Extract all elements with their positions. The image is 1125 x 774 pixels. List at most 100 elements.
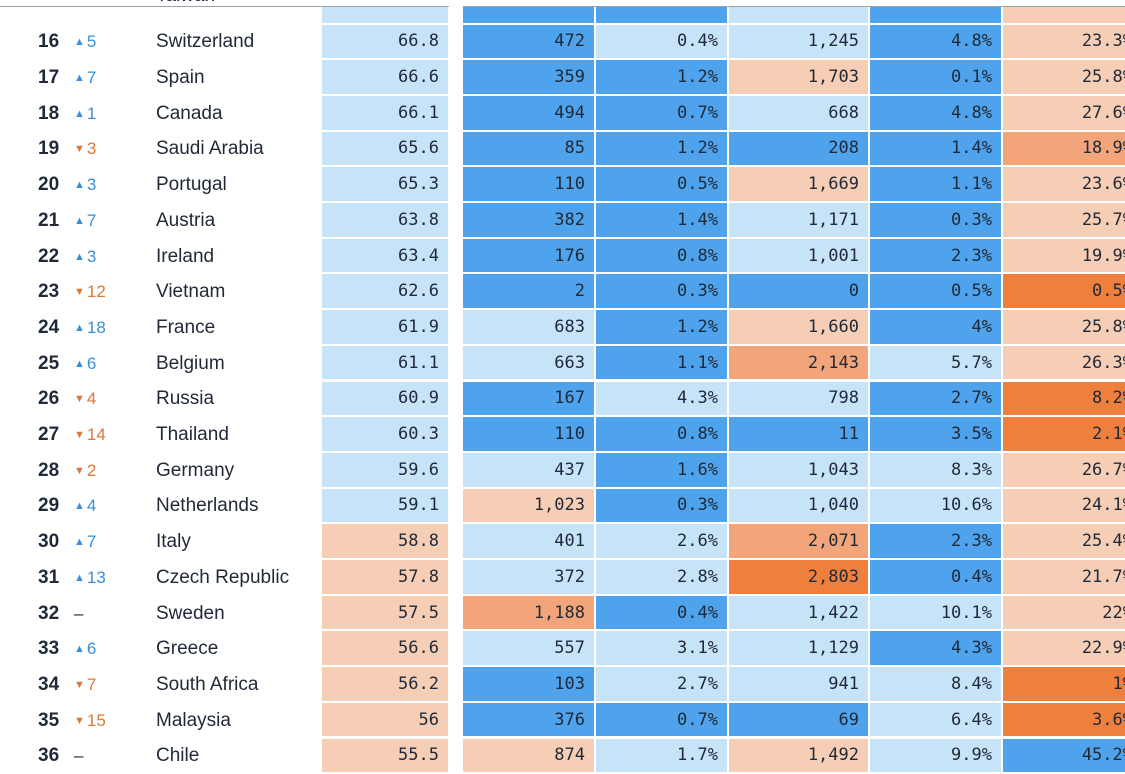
positive-cell: 10.6% bbox=[870, 489, 1001, 523]
cases-cell: 359 bbox=[463, 60, 594, 94]
score-cell: 55.5 bbox=[322, 739, 448, 773]
score-cell: 57.8 bbox=[322, 560, 448, 594]
rank-change-value: 18 bbox=[87, 318, 106, 338]
positive-cell: 8.4% bbox=[870, 667, 1001, 701]
deaths-cell: 1,171 bbox=[729, 203, 868, 237]
cases-cell: 874 bbox=[463, 739, 594, 773]
cfr-cell: 1.2% bbox=[596, 132, 727, 166]
country-cell: Italy bbox=[156, 524, 316, 560]
positive-cell: 0.4% bbox=[870, 560, 1001, 594]
rank-cell: 30 bbox=[38, 524, 68, 560]
deaths-cell: 208 bbox=[729, 132, 868, 166]
triangle-up-icon: ▲ bbox=[74, 358, 85, 370]
rank-change-cell: ▲5 bbox=[74, 25, 134, 61]
vax-cell: 23.6% bbox=[1003, 167, 1125, 201]
score-cell: 65.3 bbox=[322, 167, 448, 201]
cfr-cell: 2.8% bbox=[596, 560, 727, 594]
rank-change-cell: ▲7 bbox=[74, 203, 134, 239]
rank-change-cell: ▼7 bbox=[74, 667, 134, 703]
deaths-cell: 941 bbox=[729, 667, 868, 701]
vax-cell: 27.6% bbox=[1003, 96, 1125, 130]
rank-change-value: 12 bbox=[87, 282, 106, 302]
score-cell: 65.6 bbox=[322, 132, 448, 166]
country-cell: Czech Republic bbox=[156, 560, 316, 596]
rank-cell: 29 bbox=[38, 489, 68, 525]
score-cell: 56 bbox=[322, 703, 448, 737]
rank-change-value: 4 bbox=[87, 389, 96, 409]
triangle-up-icon: ▲ bbox=[74, 251, 85, 263]
deaths-cell: 1,129 bbox=[729, 631, 868, 665]
positive-cell: 6.4% bbox=[870, 703, 1001, 737]
vax-cell: 25.8% bbox=[1003, 60, 1125, 94]
score-cell: 60.3 bbox=[322, 417, 448, 451]
cases-cell: 1,188 bbox=[463, 596, 594, 630]
partial-row-cell-score bbox=[322, 7, 448, 23]
positive-cell: 3.5% bbox=[870, 417, 1001, 451]
triangle-up-icon: ▲ bbox=[74, 572, 85, 584]
deaths-cell: 668 bbox=[729, 96, 868, 130]
partial-row-cell-positive bbox=[870, 7, 1001, 23]
rank-change-value: 15 bbox=[87, 711, 106, 731]
cfr-cell: 0.4% bbox=[596, 596, 727, 630]
deaths-cell: 0 bbox=[729, 274, 868, 308]
rank-change-cell: ▲6 bbox=[74, 631, 134, 667]
deaths-cell: 1,703 bbox=[729, 60, 868, 94]
cases-cell: 437 bbox=[463, 453, 594, 487]
rank-cell: 16 bbox=[38, 25, 68, 61]
vax-cell: 23.3% bbox=[1003, 25, 1125, 59]
cases-cell: 557 bbox=[463, 631, 594, 665]
rank-cell: 28 bbox=[38, 453, 68, 489]
cfr-cell: 1.2% bbox=[596, 60, 727, 94]
deaths-cell: 2,071 bbox=[729, 524, 868, 558]
deaths-cell: 1,422 bbox=[729, 596, 868, 630]
triangle-down-icon: ▼ bbox=[74, 429, 85, 441]
score-cell: 66.8 bbox=[322, 25, 448, 59]
vax-cell: 25.4% bbox=[1003, 524, 1125, 558]
rank-change-cell: – bbox=[74, 596, 134, 632]
rank-cell: 27 bbox=[38, 417, 68, 453]
country-cell: Spain bbox=[156, 60, 316, 96]
rank-change-cell: ▲7 bbox=[74, 60, 134, 96]
deaths-cell: 1,660 bbox=[729, 310, 868, 344]
cases-cell: 401 bbox=[463, 524, 594, 558]
positive-cell: 4.8% bbox=[870, 96, 1001, 130]
rank-change-cell: ▲6 bbox=[74, 346, 134, 382]
score-cell: 59.6 bbox=[322, 453, 448, 487]
rank-change-cell: ▼2 bbox=[74, 453, 134, 489]
rank-cell: 22 bbox=[38, 239, 68, 275]
rank-change-cell: ▲13 bbox=[74, 560, 134, 596]
triangle-down-icon: ▼ bbox=[74, 715, 85, 727]
rank-change-cell: ▼3 bbox=[74, 132, 134, 168]
rank-change-value: 6 bbox=[87, 354, 96, 374]
rank-change-cell: ▲3 bbox=[74, 167, 134, 203]
triangle-up-icon: ▲ bbox=[74, 108, 85, 120]
vax-cell: 18.9% bbox=[1003, 132, 1125, 166]
positive-cell: 9.9% bbox=[870, 739, 1001, 773]
cfr-cell: 1.6% bbox=[596, 453, 727, 487]
cfr-cell: 0.5% bbox=[596, 167, 727, 201]
vax-cell: 1% bbox=[1003, 667, 1125, 701]
cases-cell: 1,023 bbox=[463, 489, 594, 523]
country-cell: Ireland bbox=[156, 239, 316, 275]
triangle-up-icon: ▲ bbox=[74, 215, 85, 227]
country-cell: South Africa bbox=[156, 667, 316, 703]
cfr-cell: 0.7% bbox=[596, 96, 727, 130]
score-cell: 57.5 bbox=[322, 596, 448, 630]
triangle-down-icon: ▼ bbox=[74, 393, 85, 405]
score-cell: 58.8 bbox=[322, 524, 448, 558]
score-cell: 66.6 bbox=[322, 60, 448, 94]
partial-row-cell-cases bbox=[463, 7, 594, 23]
